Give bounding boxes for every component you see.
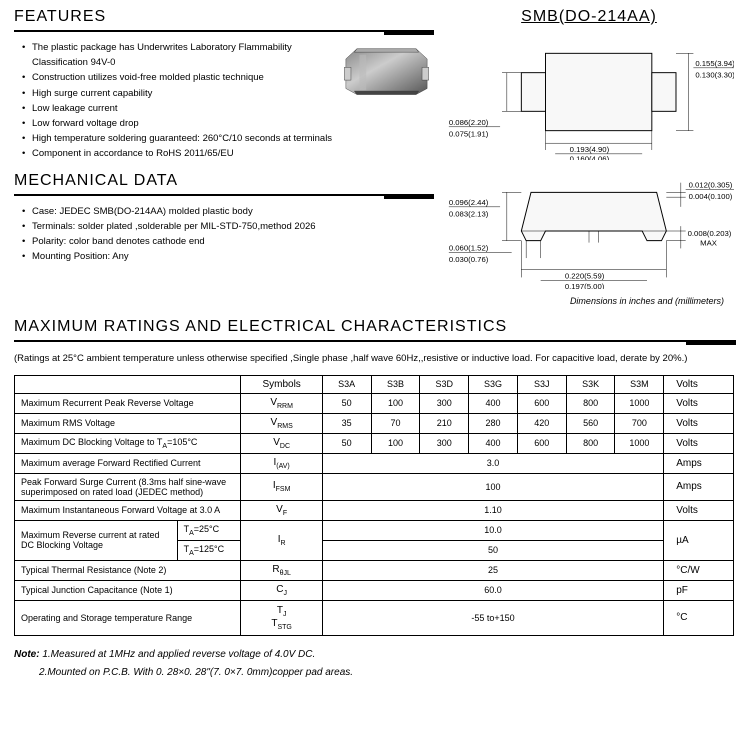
table-row: Maximum Recurrent Peak Reverse VoltageVR…: [15, 393, 734, 413]
feature-item: Low leakage current: [22, 101, 434, 116]
feature-item: Component in accordance to RoHS 2011/65/…: [22, 146, 434, 161]
table-row: Peak Forward Surge Current (8.3ms half s…: [15, 473, 734, 500]
mechanical-item: Case: JEDEC SMB(DO-214AA) molded plastic…: [22, 204, 434, 219]
header-row: SymbolsS3AS3BS3DS3GS3JS3KS3MVolts: [15, 375, 734, 393]
features-list: The plastic package has Underwrites Labo…: [14, 40, 434, 162]
table-row: Typical Thermal Resistance (Note 2)RθJL2…: [15, 560, 734, 580]
dim-130: 0.130(3.30): [695, 70, 734, 79]
package-title: SMB(DO-214AA): [444, 8, 734, 26]
features-title: FEATURES: [14, 8, 434, 32]
dim-max: MAX: [700, 238, 717, 247]
mechanical-title: MECHANICAL DATA: [14, 172, 434, 196]
ratings-title: MAXIMUM RATINGS AND ELECTRICAL CHARACTER…: [14, 318, 736, 342]
table-row: Operating and Storage temperature RangeT…: [15, 600, 734, 635]
notes-label: Note:: [14, 649, 40, 660]
dim-012: 0.012(0.305): [689, 180, 733, 189]
dim-004: 0.004(0.100): [689, 192, 733, 201]
mechanical-item: Polarity: color band denotes cathode end: [22, 234, 434, 249]
ratings-condition: (Ratings at 25°C ambient temperature unl…: [14, 352, 736, 365]
dim-155: 0.155(3.94): [695, 59, 734, 68]
dim-086: 0.086(2.20): [449, 118, 489, 127]
dim-008: 0.008(0.203): [688, 228, 732, 237]
table-row: Maximum Instantaneous Forward Voltage at…: [15, 500, 734, 520]
top-view-drawing: 0.086(2.20) 0.075(1.91) 0.155(3.94) 0.13…: [444, 34, 734, 160]
dim-197: 0.197(5.00): [565, 282, 605, 289]
mechanical-list: Case: JEDEC SMB(DO-214AA) molded plastic…: [14, 204, 434, 265]
footnotes: Note: 1.Measured at 1MHz and applied rev…: [14, 646, 736, 682]
feature-item: High temperature soldering guaranteed: 2…: [22, 131, 434, 146]
table-row: Maximum Reverse current at rated DC Bloc…: [15, 520, 734, 540]
feature-item: The plastic package has Underwrites Labo…: [22, 40, 434, 70]
table-row: Typical Junction Capacitance (Note 1)CJ6…: [15, 580, 734, 600]
dimension-note: Dimensions in inches and (millimeters): [444, 296, 734, 306]
dim-030: 0.030(0.76): [449, 255, 489, 264]
mechanical-item: Mounting Position: Any: [22, 249, 434, 264]
note-1: 1.Measured at 1MHz and applied reverse v…: [42, 649, 315, 660]
side-view-drawing: 0.096(2.44) 0.083(2.13) 0.060(1.52) 0.03…: [444, 173, 734, 289]
dim-220: 0.220(5.59): [565, 271, 605, 280]
note-2: 2.Mounted on P.C.B. With 0. 28×0. 28"(7.…: [39, 667, 353, 678]
table-row: Maximum DC Blocking Voltage to TA=105°CV…: [15, 433, 734, 453]
feature-item: Construction utilizes void-free molded p…: [22, 70, 434, 85]
dim-096: 0.096(2.44): [449, 198, 489, 207]
dim-075: 0.075(1.91): [449, 129, 489, 138]
feature-item: High surge current capability: [22, 86, 434, 101]
feature-item: Low forward voltage drop: [22, 116, 434, 131]
table-row: Maximum RMS VoltageVRMS35702102804205607…: [15, 413, 734, 433]
dim-193: 0.193(4.90): [570, 145, 610, 154]
mechanical-item: Terminals: solder plated ,solderable per…: [22, 219, 434, 234]
dim-060: 0.060(1.52): [449, 243, 489, 252]
dim-083: 0.083(2.13): [449, 209, 489, 218]
dim-160: 0.160(4.06): [570, 155, 610, 160]
ratings-table: SymbolsS3AS3BS3DS3GS3JS3KS3MVoltsMaximum…: [14, 375, 734, 636]
table-row: Maximum average Forward Rectified Curren…: [15, 453, 734, 473]
